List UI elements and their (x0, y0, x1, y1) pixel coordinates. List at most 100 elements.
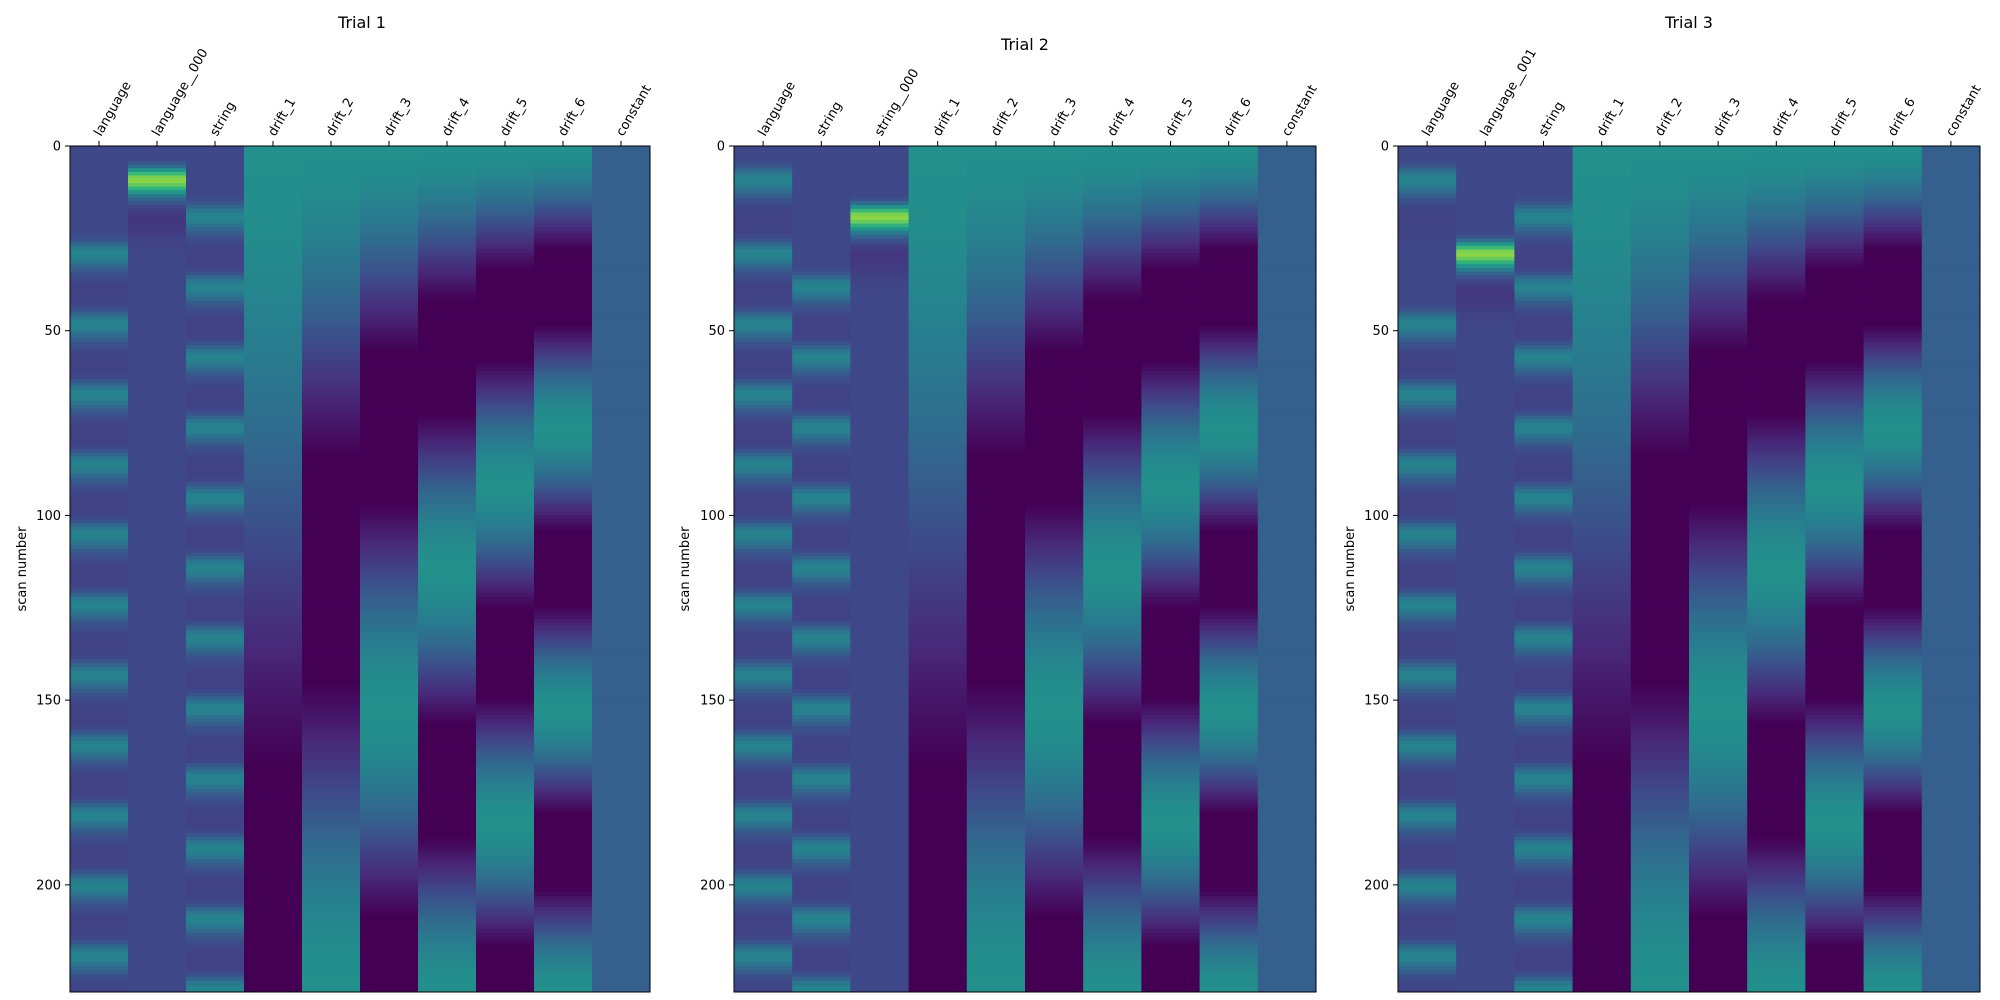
heatmap-cell (1141, 197, 1200, 202)
heatmap-cell (908, 541, 968, 546)
heatmap-cell (476, 641, 535, 646)
heatmap-cell (1083, 737, 1142, 742)
heatmap-cell (186, 914, 245, 919)
heatmap-cell (418, 707, 477, 712)
heatmap-cell (1083, 504, 1142, 509)
heatmap-cell (360, 781, 419, 786)
heatmap-cell (1083, 282, 1142, 287)
heatmap-cell (418, 829, 477, 834)
heatmap-cell (418, 644, 477, 649)
heatmap-cell (592, 788, 651, 793)
heatmap-cell (1398, 574, 1457, 579)
heatmap-cell (186, 334, 245, 339)
heatmap-cell (908, 689, 968, 694)
heatmap-cell (1083, 212, 1142, 217)
heatmap-cell (966, 253, 1026, 258)
heatmap-cell (302, 496, 361, 502)
heatmap-cell (302, 537, 361, 542)
heatmap-cell (908, 884, 968, 889)
heatmap-cell (734, 548, 793, 553)
heatmap-cell (792, 914, 851, 919)
heatmap-cell (70, 230, 129, 236)
heatmap-cell (850, 829, 909, 834)
heatmap-cell (1083, 530, 1142, 535)
heatmap-cell (966, 559, 1026, 564)
heatmap-cell (534, 146, 593, 151)
heatmap-cell (1398, 770, 1457, 775)
y-tick-label: 0 (53, 140, 61, 155)
heatmap-cell (850, 544, 909, 550)
heatmap-cell (734, 593, 793, 598)
heatmap-cell (966, 267, 1026, 272)
heatmap-cell (534, 714, 593, 720)
heatmap-cell (534, 238, 593, 243)
heatmap-cell (244, 707, 303, 712)
heatmap-cell (734, 888, 793, 893)
heatmap-cell (418, 330, 477, 335)
heatmap-cell (418, 182, 477, 188)
heatmap-cell (418, 360, 477, 365)
heatmap-cell (966, 485, 1026, 490)
heatmap-cell (244, 655, 303, 660)
heatmap-cell (1257, 751, 1317, 756)
heatmap-cell (70, 707, 129, 712)
heatmap-cell (1257, 260, 1317, 265)
heatmap-cell (1141, 722, 1200, 727)
heatmap-cell (1199, 223, 1259, 228)
heatmap-cell (476, 607, 535, 612)
heatmap-cell (1141, 903, 1200, 908)
heatmap-cell (360, 563, 419, 568)
heatmap-cell (1257, 589, 1317, 594)
heatmap-cell (1456, 441, 1515, 446)
y-tick-label: 150 (700, 694, 725, 709)
heatmap-cell (128, 175, 187, 180)
heatmap-cell (1141, 182, 1200, 188)
heatmap-cell (1199, 936, 1259, 941)
heatmap-cell (1025, 290, 1084, 295)
heatmap-cell (70, 441, 129, 446)
heatmap-cell (850, 788, 909, 793)
heatmap-cell (1199, 219, 1259, 224)
heatmap-cell (128, 958, 187, 963)
heatmap-cell (186, 726, 245, 731)
heatmap-cell (966, 921, 1026, 926)
heatmap-cell (1025, 179, 1084, 184)
heatmap-cell (70, 622, 129, 627)
heatmap-cell (244, 334, 303, 339)
heatmap-cell (476, 962, 535, 967)
heatmap-cell (70, 171, 129, 176)
heatmap-cell (1199, 751, 1259, 756)
heatmap-cell (186, 895, 245, 901)
heatmap-cell (850, 792, 909, 797)
heatmap-cell (1257, 774, 1317, 779)
heatmap-cell (734, 205, 793, 210)
heatmap-cell (1083, 467, 1142, 472)
heatmap-cell (360, 774, 419, 779)
heatmap-cell (908, 825, 968, 830)
heatmap-cell (128, 748, 187, 753)
heatmap-cell (1083, 870, 1142, 875)
heatmap-cell (476, 290, 535, 295)
heatmap-cell (244, 400, 303, 405)
heatmap-cell (908, 478, 968, 483)
heatmap-cell (850, 711, 909, 716)
heatmap-cell (128, 655, 187, 660)
heatmap-cell (70, 271, 129, 276)
heatmap-cell (792, 796, 851, 801)
heatmap-cell (792, 759, 851, 764)
heatmap-cell (1083, 149, 1142, 154)
heatmap-cell (792, 552, 851, 557)
heatmap-cell (792, 829, 851, 834)
heatmap-cell (850, 397, 909, 402)
heatmap-cell (418, 788, 477, 793)
heatmap-cell (186, 629, 245, 635)
heatmap-cell (186, 637, 245, 642)
heatmap-cell (534, 670, 593, 675)
heatmap-cell (850, 541, 909, 546)
heatmap-cell (1199, 943, 1259, 949)
heatmap-cell (908, 737, 968, 742)
heatmap-cell (966, 293, 1026, 298)
heatmap-cell (1141, 467, 1200, 472)
heatmap-cell (850, 907, 909, 912)
